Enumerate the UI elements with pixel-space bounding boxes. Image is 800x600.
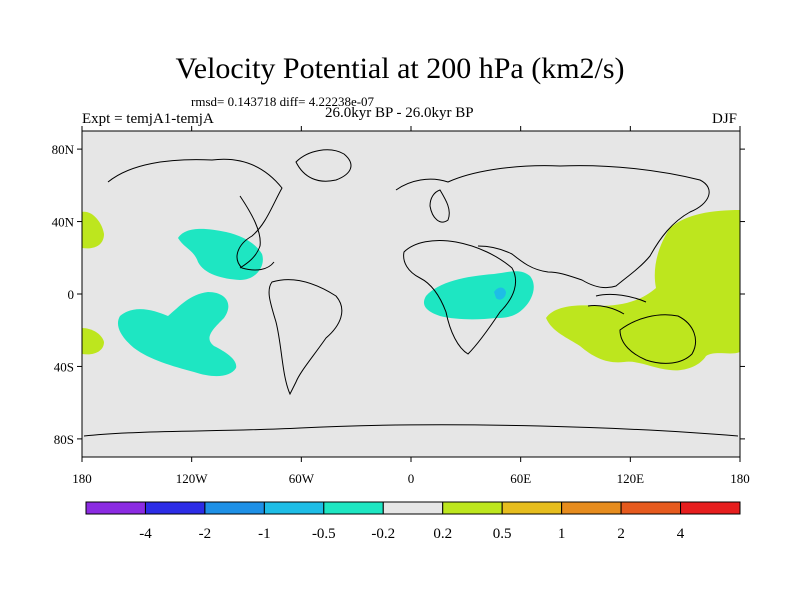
lat-label: 0 — [68, 287, 75, 302]
latitude-axis: 80N 40N 0 40S 80S — [52, 142, 745, 447]
contour-fills — [82, 210, 740, 377]
colorbar-box — [323, 501, 384, 515]
colorbar-label: -1 — [258, 526, 271, 542]
lat-label: 80N — [52, 142, 75, 157]
lon-label: 120W — [176, 471, 209, 486]
map-background — [82, 131, 740, 457]
colorbar-label: 0.5 — [493, 526, 512, 542]
lon-label: 0 — [408, 471, 415, 486]
lon-label: 120E — [617, 471, 645, 486]
longitude-axis: 180 120W 60W 0 60E 120E 180 — [72, 126, 750, 486]
stats-label: rmsd= 0.143718 diff= 4.22238e-07 — [191, 94, 375, 109]
lat-label: 40S — [54, 359, 74, 374]
colorbar-box — [501, 501, 563, 515]
colorbar-box — [442, 501, 503, 515]
colorbar: -4 -2 -1 -0.5 -0.2 0.2 0.5 1 2 4 — [85, 501, 741, 542]
lat-label: 80S — [54, 432, 74, 447]
coastlines — [83, 149, 739, 437]
negative-core-east-africa — [494, 287, 506, 300]
season-label: DJF — [712, 111, 738, 127]
lon-label: 60E — [510, 471, 531, 486]
positive-region-west-pacific — [546, 210, 740, 371]
period-label: 26.0kyr BP - 26.0kyr BP — [325, 105, 474, 121]
colorbar-box — [204, 501, 265, 515]
colorbar-label: -4 — [139, 526, 152, 542]
negative-region-africa — [423, 271, 534, 320]
colorbar-box — [382, 501, 444, 515]
colorbar-label: -0.5 — [312, 526, 336, 542]
colorbar-box — [85, 501, 146, 515]
colorbar-label: -2 — [199, 526, 212, 542]
colorbar-label: 1 — [558, 526, 566, 542]
map-title: Velocity Potential at 200 hPa (km2/s) — [175, 52, 625, 85]
colorbar-box — [144, 501, 206, 515]
colorbar-box — [620, 501, 682, 515]
experiment-label: Expt = temjA1-temjA — [82, 111, 214, 127]
lon-label: 180 — [72, 471, 92, 486]
positive-region-north-pacific-west-edge — [82, 211, 104, 249]
colorbar-box — [263, 501, 325, 515]
colorbar-box — [561, 501, 622, 515]
lat-label: 40N — [52, 215, 75, 230]
negative-region-south-pacific — [117, 292, 237, 377]
colorbar-box — [680, 501, 741, 515]
colorbar-label: -0.2 — [371, 526, 395, 542]
colorbar-label: 2 — [617, 526, 625, 542]
lon-label: 60W — [289, 471, 315, 486]
colorbar-label: 4 — [677, 526, 685, 542]
colorbar-label: 0.2 — [433, 526, 452, 542]
positive-region-south-pacific-west-edge — [82, 328, 104, 355]
lon-label: 180 — [730, 471, 750, 486]
